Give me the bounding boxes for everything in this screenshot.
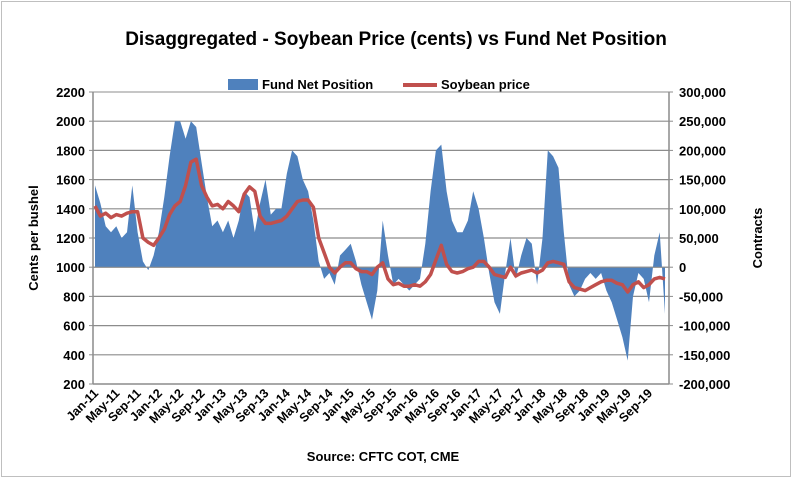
y2-tick-label: 100,000: [679, 202, 726, 217]
y2-tick-label: 250,000: [679, 114, 726, 129]
y-tick-label: 400: [63, 348, 85, 363]
y2-tick-label: -100,000: [679, 319, 730, 334]
series-area-fund-net-position: [95, 121, 665, 361]
y-tick-label: 2200: [56, 85, 85, 100]
y-tick-label: 1000: [56, 260, 85, 275]
y-tick-label: 600: [63, 319, 85, 334]
y-tick-label: 1400: [56, 202, 85, 217]
y-tick-label: 200: [63, 377, 85, 392]
legend: Fund Net Position Soybean price: [228, 77, 530, 92]
y-axis-title: Cents per bushel: [26, 185, 41, 290]
y2-tick-label: 150,000: [679, 173, 726, 188]
y-tick-label: 1200: [56, 231, 85, 246]
series-line-soybean-price: [93, 157, 666, 294]
y2-tick-label: -200,000: [679, 377, 730, 392]
y2-tick-label: -50,000: [679, 289, 723, 304]
y2-tick-label: 0: [679, 260, 686, 275]
y2-tick-label: 200,000: [679, 143, 726, 158]
y2-tick-label: 50,000: [679, 231, 719, 246]
y-tick-label: 800: [63, 289, 85, 304]
y2-tick-label: 300,000: [679, 85, 726, 100]
y-tick-label: 2000: [56, 114, 85, 129]
legend-swatch-fund: [228, 79, 258, 90]
y2-axis-title: Contracts: [750, 208, 765, 269]
y-tick-label: 1600: [56, 173, 85, 188]
legend-label-fund: Fund Net Position: [262, 77, 373, 92]
y-tick-label: 1800: [56, 143, 85, 158]
chart-title: Disaggregated - Soybean Price (cents) vs…: [125, 29, 667, 50]
y2-tick-label: -150,000: [679, 348, 730, 363]
source-note: Source: CFTC COT, CME: [307, 449, 460, 464]
legend-label-price: Soybean price: [441, 77, 530, 92]
